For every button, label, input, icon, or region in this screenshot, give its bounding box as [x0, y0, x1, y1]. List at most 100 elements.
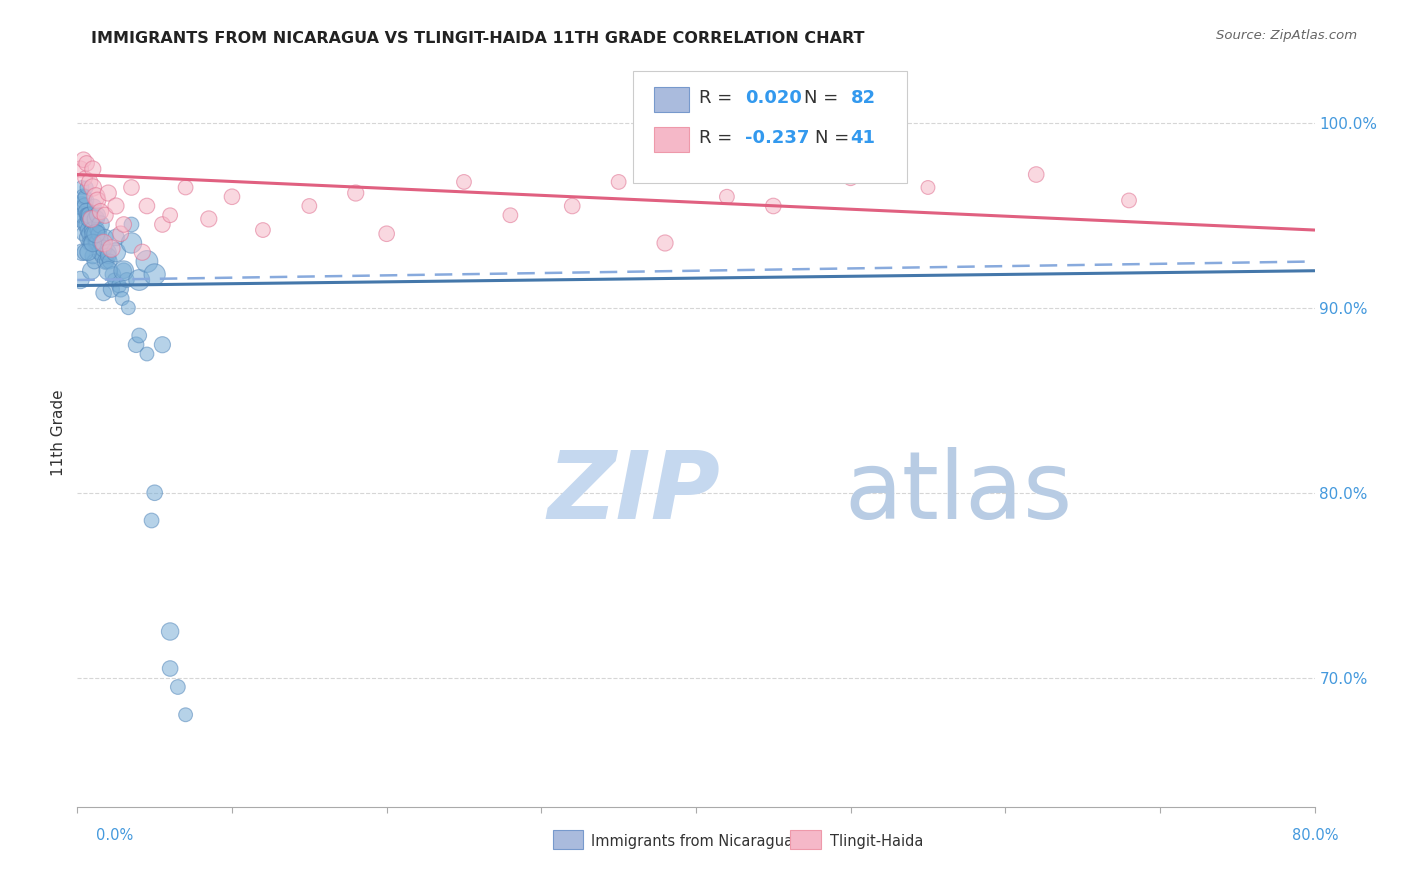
Point: [121, 235, 143, 250]
Text: ZIP: ZIP: [547, 447, 720, 539]
Point: [128, 328, 150, 343]
Point: [100, 282, 122, 296]
Point: [75, 218, 96, 232]
Point: [97, 264, 120, 278]
Point: [87, 245, 110, 260]
Point: [1025, 168, 1047, 182]
Point: [121, 218, 143, 232]
Point: [131, 245, 153, 260]
Point: [152, 218, 174, 232]
Point: [97, 245, 120, 260]
Text: 41: 41: [851, 129, 876, 147]
Point: [221, 190, 243, 204]
Point: [90, 218, 111, 232]
Point: [159, 661, 181, 675]
Point: [72, 190, 94, 204]
Point: [86, 235, 108, 250]
Text: IMMIGRANTS FROM NICARAGUA VS TLINGIT-HAIDA 11TH GRADE CORRELATION CHART: IMMIGRANTS FROM NICARAGUA VS TLINGIT-HAI…: [91, 31, 865, 46]
Point: [82, 235, 104, 250]
Point: [84, 235, 107, 250]
Point: [716, 190, 738, 204]
Point: [83, 199, 105, 213]
Text: R =: R =: [699, 129, 738, 147]
Text: atlas: atlas: [845, 447, 1073, 539]
Point: [654, 235, 676, 250]
Point: [108, 278, 131, 293]
Point: [159, 624, 181, 639]
Point: [93, 242, 115, 256]
Point: [80, 235, 103, 250]
Point: [93, 285, 115, 300]
Point: [917, 180, 939, 194]
Point: [298, 199, 321, 213]
Text: N =: N =: [815, 129, 855, 147]
Point: [90, 204, 111, 219]
Text: 82: 82: [851, 89, 876, 107]
Point: [84, 211, 107, 226]
Point: [101, 268, 124, 282]
Point: [105, 199, 127, 213]
Point: [82, 223, 104, 237]
Point: [111, 292, 134, 306]
Point: [77, 245, 100, 260]
Point: [115, 273, 138, 287]
Point: [82, 161, 104, 176]
Point: [143, 485, 166, 500]
Point: [91, 249, 114, 263]
Point: [110, 227, 132, 241]
Point: [1118, 194, 1140, 208]
Point: [79, 208, 101, 222]
Point: [77, 223, 100, 237]
Point: [82, 180, 104, 194]
Point: [70, 211, 93, 226]
Point: [70, 180, 93, 194]
Point: [84, 190, 107, 204]
Point: [96, 254, 118, 268]
Point: [79, 235, 101, 250]
Point: [141, 514, 163, 528]
Text: -0.237: -0.237: [745, 129, 810, 147]
Y-axis label: 11th Grade: 11th Grade: [51, 389, 66, 476]
Point: [86, 223, 108, 237]
Point: [112, 264, 135, 278]
Text: 0.0%: 0.0%: [96, 829, 132, 843]
Point: [561, 199, 583, 213]
Point: [94, 230, 117, 244]
Point: [136, 254, 159, 268]
Point: [105, 230, 127, 244]
Point: [197, 211, 219, 226]
Point: [112, 218, 135, 232]
Point: [98, 254, 121, 268]
Point: [77, 208, 100, 222]
Point: [94, 254, 117, 268]
Point: [94, 208, 117, 222]
Point: [77, 230, 100, 244]
Point: [87, 227, 110, 241]
Point: [79, 175, 101, 189]
Point: [344, 186, 367, 200]
Point: [453, 175, 475, 189]
Point: [499, 208, 522, 222]
Point: [69, 273, 91, 287]
Point: [76, 218, 98, 232]
Point: [91, 235, 114, 250]
Point: [82, 227, 104, 241]
Text: Immigrants from Nicaragua: Immigrants from Nicaragua: [591, 834, 793, 848]
Point: [72, 208, 94, 222]
Point: [86, 208, 108, 222]
Point: [174, 707, 197, 722]
Point: [86, 194, 108, 208]
Point: [83, 254, 105, 268]
Point: [159, 208, 181, 222]
Point: [72, 227, 94, 241]
Point: [80, 264, 103, 278]
Point: [79, 227, 101, 241]
Point: [90, 235, 111, 250]
Point: [167, 680, 190, 694]
Point: [121, 180, 143, 194]
Point: [839, 171, 862, 186]
Text: 80.0%: 80.0%: [1292, 829, 1339, 843]
Point: [75, 199, 96, 213]
Text: R =: R =: [699, 89, 738, 107]
Point: [75, 194, 96, 208]
